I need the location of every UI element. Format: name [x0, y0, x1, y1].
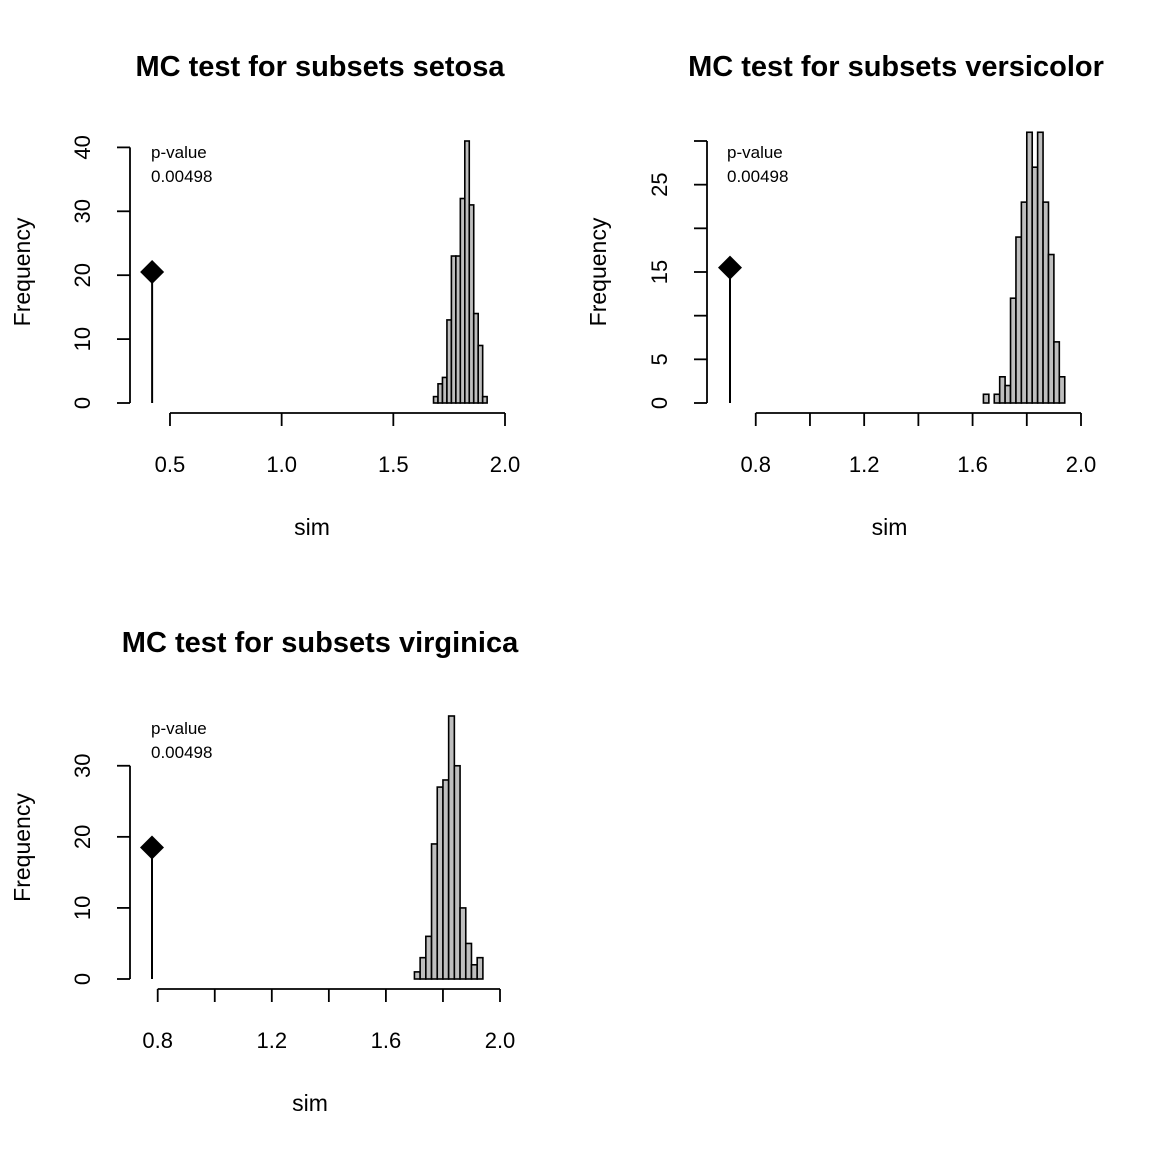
histogram-bar [481, 395, 488, 404]
x-tick-label: 0.8 [740, 452, 771, 477]
chart-title: MC test for subsets virginica [122, 627, 519, 659]
observed-marker [718, 255, 742, 280]
p-value-label: p-value [727, 143, 783, 162]
y-tick-label: 0 [70, 973, 95, 985]
x-tick-label: 1.0 [266, 452, 297, 477]
histogram-bar [1025, 131, 1034, 404]
y-axis-label: Frequency [585, 217, 611, 326]
histogram-bar [1047, 253, 1055, 404]
chart-panel-3: MC test for subsets virginica 0.8 1.2 1.6 2.… [9, 627, 519, 1116]
chart-panel-1: MC test for subsets setosa 0.5 1.0 1.5 2.0 si… [9, 51, 520, 540]
observed-marker [140, 260, 165, 284]
histogram-bar [982, 393, 990, 404]
x-tick-label: 2.0 [485, 1028, 516, 1053]
observed-marker [140, 835, 164, 860]
y-tick-label: 30 [70, 754, 95, 778]
p-value-text: 0.00498 [727, 167, 788, 186]
chart-title: MC test for subsets versicolor [688, 51, 1104, 83]
y-tick-label: 0 [70, 397, 95, 409]
histogram-bar [1058, 375, 1066, 404]
histogram-bar [1053, 341, 1061, 404]
histogram-bar [1036, 131, 1044, 404]
histogram-bar [998, 375, 1006, 404]
y-tick-label: 20 [70, 825, 95, 849]
y-tick-label: 10 [70, 327, 95, 351]
y-tick-label: 0 [647, 397, 672, 409]
histogram-bar [419, 956, 427, 980]
x-tick-label: 1.6 [371, 1028, 402, 1053]
histogram-bar [442, 779, 450, 980]
y-tick-label: 20 [70, 263, 95, 287]
p-value-text: 0.00498 [151, 167, 212, 186]
histogram-bar [1042, 201, 1050, 404]
histogram-bar [470, 963, 478, 980]
y-tick-label: 15 [647, 260, 672, 284]
histogram-bar [464, 942, 473, 980]
x-tick-label: 1.5 [378, 452, 409, 477]
y-tick-label: 5 [647, 353, 672, 365]
histogram-bar [413, 971, 421, 980]
x-tick-label: 1.2 [849, 452, 880, 477]
y-tick-label: 10 [70, 896, 95, 920]
x-tick-label: 0.8 [142, 1028, 173, 1053]
histogram-bar [425, 935, 433, 980]
p-value-label: p-value [151, 719, 207, 738]
x-tick-label: 2.0 [1066, 452, 1097, 477]
y-tick-label: 40 [70, 135, 95, 159]
x-axis-label: sim [292, 1090, 328, 1116]
y-axis-label: Frequency [9, 217, 35, 326]
x-tick-label: 2.0 [490, 452, 521, 477]
x-tick-label: 1.6 [957, 452, 988, 477]
histogram-bar [468, 204, 475, 404]
histogram-bar [476, 956, 484, 980]
histogram-bar [1015, 236, 1023, 404]
histogram-bar [430, 843, 439, 980]
p-value-text: 0.00498 [151, 743, 212, 762]
histogram-bar [459, 907, 467, 980]
x-axis-label: sim [872, 514, 908, 540]
x-tick-label: 1.2 [257, 1028, 288, 1053]
histogram-bar [477, 344, 484, 404]
y-tick-label: 30 [70, 199, 95, 223]
histogram-bar [436, 786, 444, 980]
histogram-bar [1009, 297, 1017, 404]
p-value-label: p-value [151, 143, 207, 162]
y-tick-label: 25 [647, 172, 672, 196]
histogram-bar [453, 764, 461, 980]
y-axis-label: Frequency [9, 793, 35, 902]
chart-panel-2: MC test for subsets versicolor 0.8 1.2 1.6 2… [585, 51, 1104, 540]
histogram-bar [1031, 166, 1039, 404]
chart-title: MC test for subsets setosa [135, 51, 505, 83]
histogram-bar [1004, 384, 1012, 404]
histogram-bar [993, 393, 1001, 404]
histogram-bar [447, 715, 456, 980]
histogram-bar [1020, 201, 1028, 404]
x-tick-label: 0.5 [155, 452, 186, 477]
x-axis-label: sim [294, 514, 330, 540]
